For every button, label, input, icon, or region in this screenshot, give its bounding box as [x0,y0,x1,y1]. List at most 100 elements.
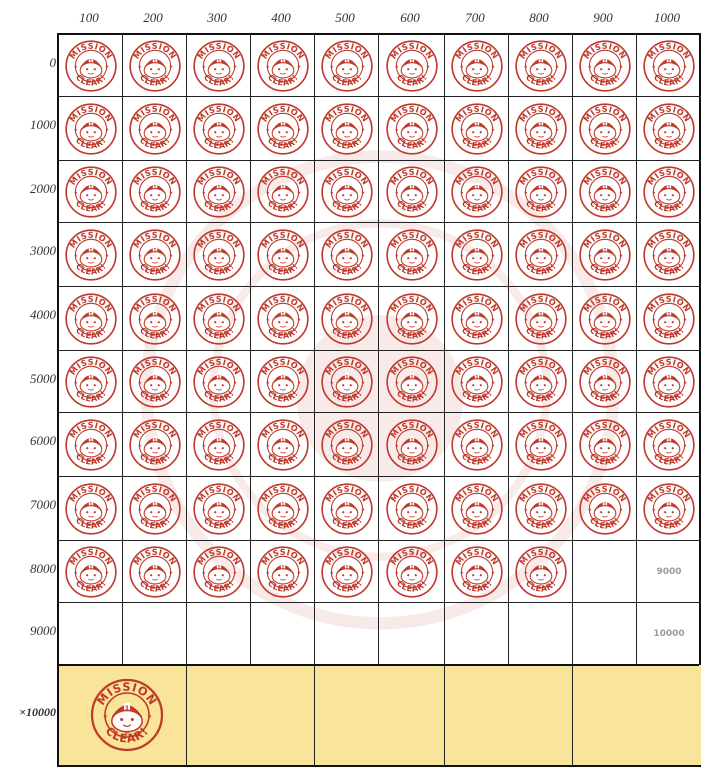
mission-clear-stamp-icon [578,355,632,409]
mission-clear-stamp-icon [450,545,504,599]
mission-clear-stamp-icon [128,418,182,472]
grid-cell [637,161,701,223]
grid-cell [315,35,379,97]
mission-clear-stamp-icon [450,165,504,219]
grid-cell [123,541,187,603]
mission-clear-stamp-icon [578,102,632,156]
mission-clear-stamp-icon [192,39,246,93]
mission-clear-stamp-icon [450,39,504,93]
mission-clear-stamp-icon [320,545,374,599]
mission-clear-stamp-icon [385,102,439,156]
column-header: 300 [207,10,227,25]
mission-clear-stamp-icon [450,102,504,156]
mission-clear-stamp-icon [514,39,568,93]
grid-cell [123,477,187,541]
grid-cell [445,351,509,413]
mission-clear-stamp-icon [578,418,632,472]
column-header: 800 [529,10,549,25]
grid-cell [123,603,187,665]
row-header: 6000 [30,433,56,448]
grid-cell [445,541,509,603]
grid-cell [379,477,445,541]
grid-cell [509,541,573,603]
grid-cell [251,413,315,477]
grid-cell [379,223,445,287]
column-header: 700 [465,10,485,25]
mission-clear-stamp-icon [64,165,118,219]
mission-clear-stamp-icon [578,228,632,282]
column-header: 1000 [654,10,680,25]
grid-cell [573,35,637,97]
mission-clear-stamp-icon [514,228,568,282]
grid-cell [187,603,251,665]
grid-cell [123,413,187,477]
mission-clear-stamp-icon [385,165,439,219]
grid-cell [379,287,445,351]
mission-clear-stamp-icon [256,545,310,599]
grid-cell [251,223,315,287]
grid-cell [187,477,251,541]
column-header: 400 [271,10,291,25]
bonus-divider [59,664,699,666]
grid-cell [59,161,123,223]
cell-number-label: 10000 [653,629,685,639]
mission-clear-stamp-icon [192,545,246,599]
mission-clear-stamp-icon [642,418,696,472]
mission-clear-stamp-icon [578,165,632,219]
mission-clear-stamp-icon [64,102,118,156]
grid-cell [379,351,445,413]
mission-clear-stamp-icon [642,355,696,409]
grid-cell [509,35,573,97]
mission-clear-stamp-icon [385,292,439,346]
grid-cell [573,223,637,287]
mission-clear-stamp-icon [128,292,182,346]
mission-clear-stamp-icon [256,355,310,409]
mission-clear-stamp-icon [192,482,246,536]
grid-cell [379,603,445,665]
mission-clear-stamp-icon [642,165,696,219]
bonus-row-header: ×10000 [19,705,56,719]
grid-cell [509,97,573,161]
mission-clear-stamp-icon [128,165,182,219]
grid-cell [59,97,123,161]
grid-cell [187,97,251,161]
mission-clear-stamp-icon [385,39,439,93]
grid-cell [445,413,509,477]
mission-clear-stamp-icon [578,292,632,346]
mission-clear-stamp-icon [320,228,374,282]
grid-cell [573,287,637,351]
mission-clear-stamp-icon [192,355,246,409]
grid-cell [59,603,123,665]
grid-cell [445,35,509,97]
grid-cell [251,477,315,541]
mission-clear-stamp-icon [320,482,374,536]
grid-cell [59,413,123,477]
mission-clear-stamp-icon [450,482,504,536]
mission-clear-stamp-icon [514,482,568,536]
mission-clear-stamp-icon [385,355,439,409]
mission-clear-stamp-icon [514,355,568,409]
grid-cell [637,413,701,477]
mission-clear-stamp-icon [450,228,504,282]
mission-clear-stamp-icon [128,355,182,409]
column-header: 100 [79,10,99,25]
mission-clear-stamp-icon [385,228,439,282]
grid-cell [123,35,187,97]
grid-cell [379,161,445,223]
grid-cell [445,287,509,351]
grid-cell [573,97,637,161]
column-header: 500 [335,10,355,25]
grid-cell [573,351,637,413]
grid-cell [59,223,123,287]
grid-cell [573,541,637,603]
grid-cell [315,97,379,161]
mission-clear-stamp-icon [642,482,696,536]
mission-clear-stamp-icon [320,418,374,472]
mission-clear-stamp-icon [320,39,374,93]
mission-clear-stamp-icon [128,39,182,93]
bonus-cell [573,665,701,765]
mission-clear-stamp-icon [64,418,118,472]
mission-clear-stamp-icon [514,545,568,599]
grid-cell [315,351,379,413]
mission-clear-stamp-icon [256,228,310,282]
